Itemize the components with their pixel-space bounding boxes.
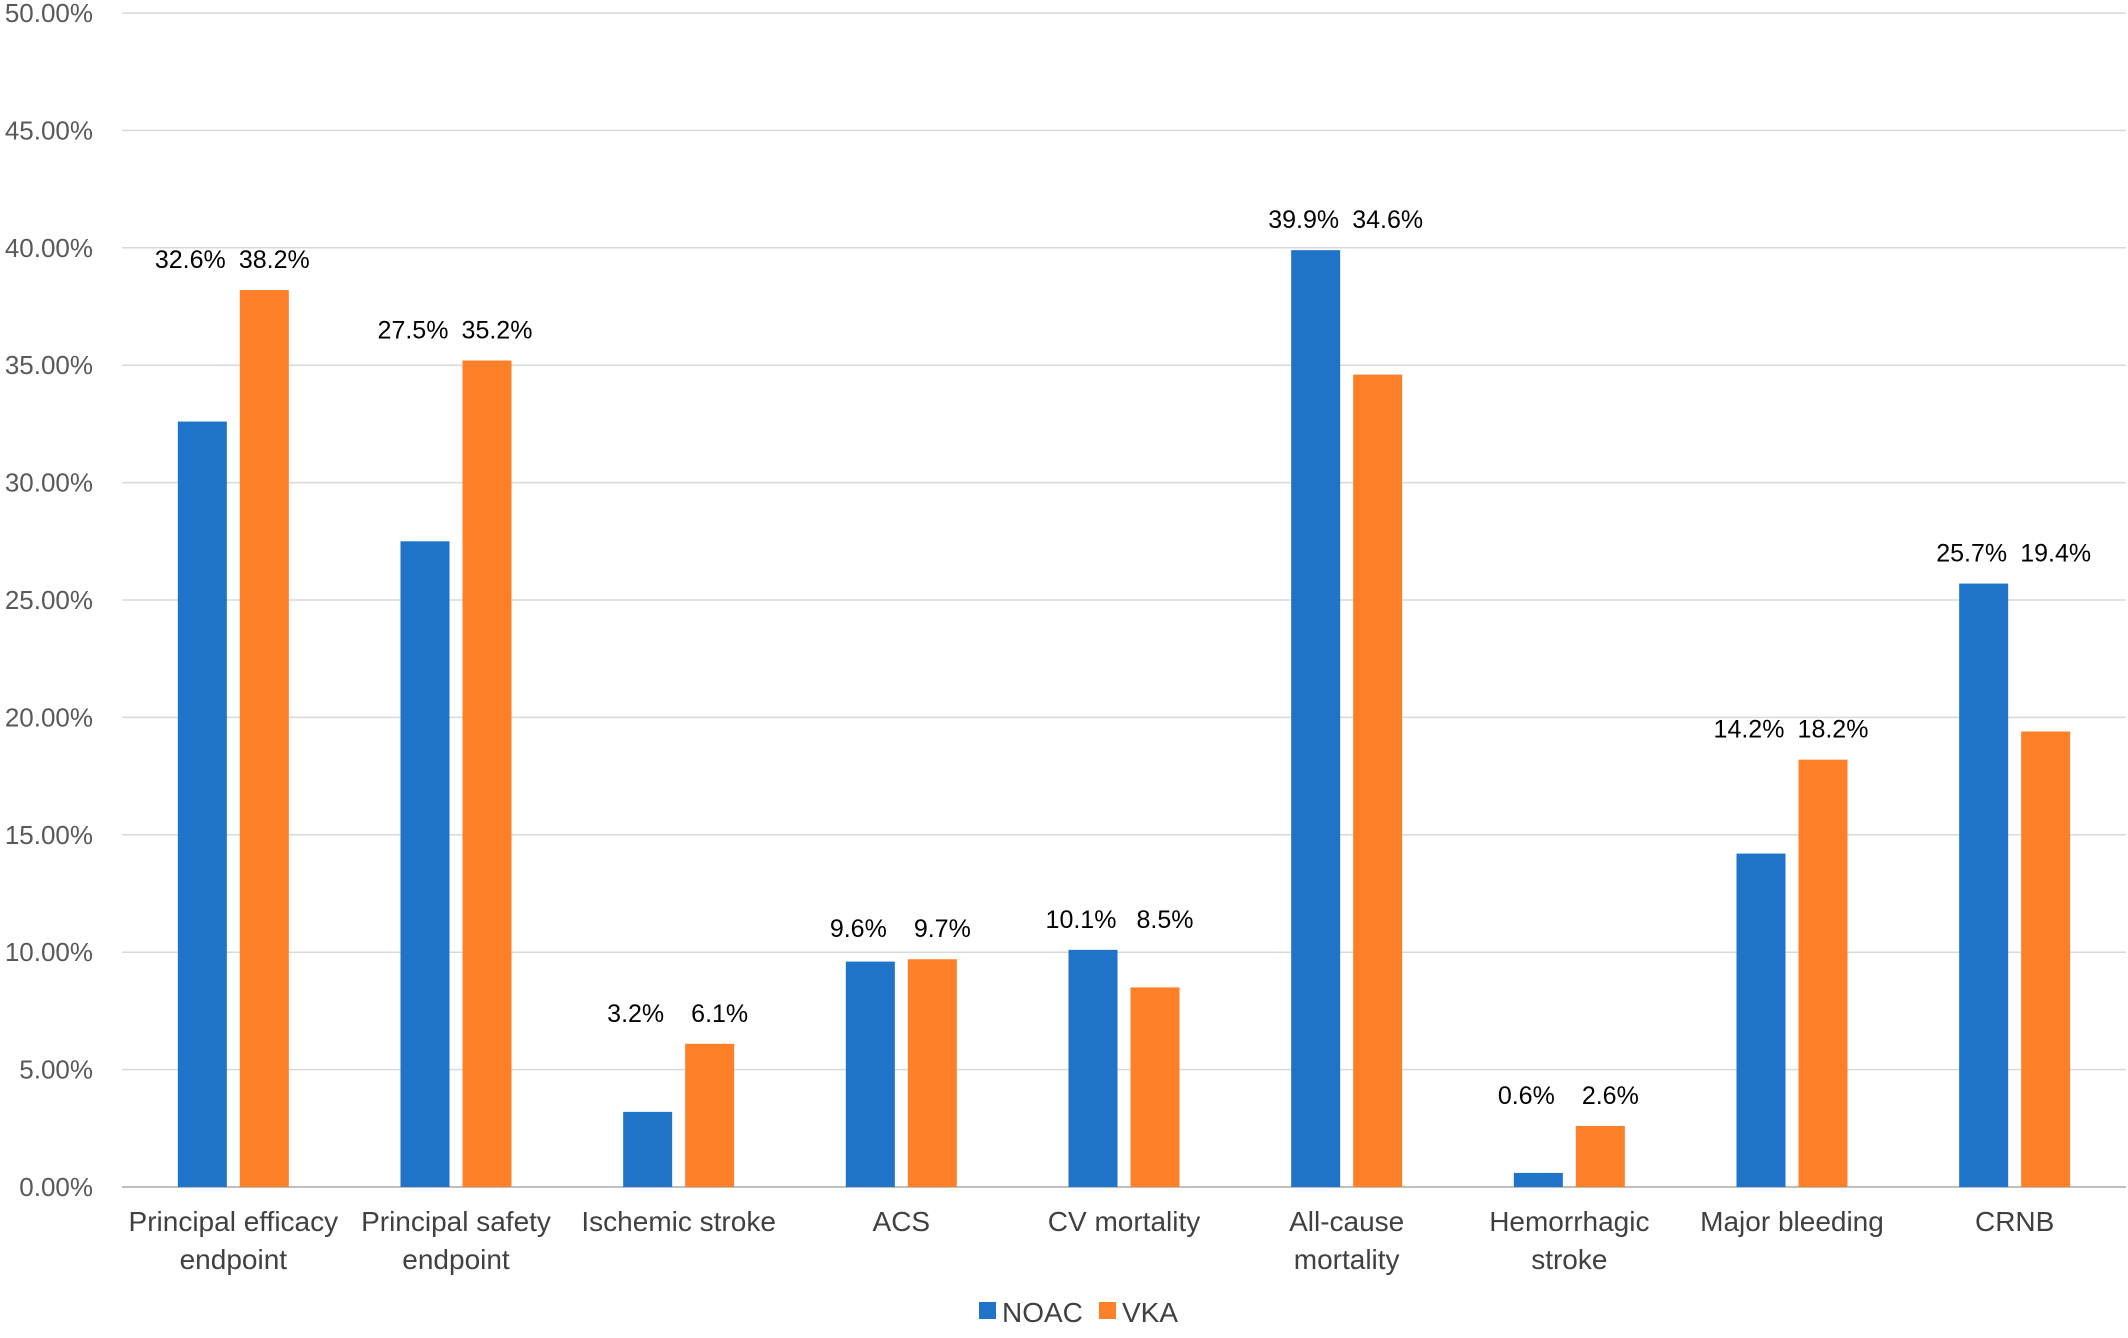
bar-noac-5 <box>1291 250 1341 1187</box>
x-tick-label: Principal efficacy <box>129 1206 339 1237</box>
data-label-noac-1: 27.5% <box>378 317 449 345</box>
gridlines <box>122 12 2126 1188</box>
x-tick-label: stroke <box>1531 1244 1607 1275</box>
x-tick-label: CRNB <box>1975 1206 2054 1237</box>
bars <box>177 250 2071 1188</box>
legend-swatch-noac <box>979 1302 996 1319</box>
bar-vka-3 <box>907 959 957 1187</box>
data-label-noac-3: 9.6% <box>830 915 887 943</box>
y-tick-label: 5.00% <box>19 1055 93 1085</box>
bar-vka-4 <box>1130 987 1180 1187</box>
data-label-vka-5: 34.6% <box>1352 206 1423 234</box>
x-tick-label: Principal safety <box>361 1206 551 1237</box>
bar-vka-7 <box>1798 759 1848 1187</box>
x-tick-label: Major bleeding <box>1700 1206 1884 1237</box>
bar-vka-0 <box>239 290 289 1188</box>
bar-noac-0 <box>177 421 227 1187</box>
legend-label-noac: NOAC <box>1002 1297 1083 1328</box>
bar-vka-5 <box>1353 374 1403 1187</box>
x-tick-label: Hemorrhagic <box>1489 1206 1649 1237</box>
data-label-noac-6: 0.6% <box>1498 1082 1555 1110</box>
x-tick-label: Ischemic stroke <box>581 1206 776 1237</box>
y-tick-label: 15.00% <box>5 820 93 850</box>
y-tick-label: 0.00% <box>19 1172 93 1202</box>
data-label-vka-1: 35.2% <box>462 317 533 345</box>
bar-vka-2 <box>685 1043 735 1187</box>
legend: NOAC VKA <box>979 1297 1178 1328</box>
data-label-noac-8: 25.7% <box>1936 540 2007 568</box>
data-label-vka-2: 6.1% <box>691 1000 748 1028</box>
legend-swatch-vka <box>1099 1302 1116 1319</box>
bar-noac-6 <box>1513 1172 1563 1187</box>
y-tick-label: 45.00% <box>5 115 93 145</box>
data-label-noac-0: 32.6% <box>155 246 226 274</box>
x-tick-label: endpoint <box>180 1244 288 1275</box>
data-label-vka-6: 2.6% <box>1582 1082 1639 1110</box>
y-tick-label: 30.00% <box>5 468 93 498</box>
y-tick-label: 25.00% <box>5 585 93 615</box>
bar-vka-8 <box>2021 731 2071 1187</box>
y-tick-label: 10.00% <box>5 937 93 967</box>
y-tick-label: 40.00% <box>5 233 93 263</box>
data-label-vka-7: 18.2% <box>1798 716 1869 744</box>
data-label-noac-5: 39.9% <box>1268 206 1339 234</box>
x-axis-ticks: Principal efficacy endpoint Principal safe… <box>129 1206 2055 1275</box>
data-label-noac-4: 10.1% <box>1046 906 1117 934</box>
data-label-vka-3: 9.7% <box>914 915 971 943</box>
bar-noac-1 <box>400 541 450 1187</box>
data-label-noac-2: 3.2% <box>607 1000 664 1028</box>
bar-noac-7 <box>1736 853 1786 1187</box>
data-labels: 32.6% 38.2% 27.5% 35.2% 3.2% 6.1% 9.6% 9.7% 10.1… <box>155 206 2091 1110</box>
bar-noac-8 <box>1959 583 2009 1187</box>
bar-vka-6 <box>1575 1125 1625 1187</box>
x-tick-label: CV mortality <box>1048 1206 1200 1237</box>
x-tick-label: mortality <box>1294 1244 1400 1275</box>
data-label-noac-7: 14.2% <box>1714 716 1785 744</box>
bar-vka-1 <box>462 360 512 1187</box>
y-axis-ticks: 0.00% 5.00% 10.00% 15.00% 20.00% 25.00% 30.00%… <box>5 0 93 1202</box>
y-tick-label: 50.00% <box>5 0 93 28</box>
bar-noac-4 <box>1068 949 1118 1187</box>
bar-noac-2 <box>623 1111 673 1187</box>
y-tick-label: 35.00% <box>5 350 93 380</box>
x-tick-label: All-cause <box>1289 1206 1404 1237</box>
bar-noac-3 <box>845 961 895 1187</box>
data-label-vka-0: 38.2% <box>239 246 310 274</box>
legend-label-vka: VKA <box>1122 1297 1178 1328</box>
x-tick-label: ACS <box>873 1206 931 1237</box>
x-tick-label: endpoint <box>402 1244 510 1275</box>
data-label-vka-4: 8.5% <box>1137 906 1194 934</box>
data-label-vka-8: 19.4% <box>2020 540 2091 568</box>
y-tick-label: 20.00% <box>5 702 93 732</box>
